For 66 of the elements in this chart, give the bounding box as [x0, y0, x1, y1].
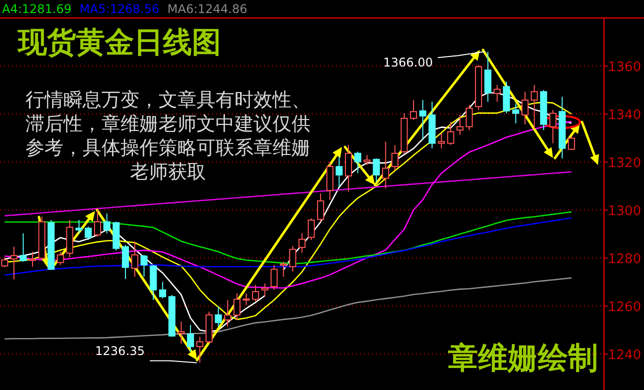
candlestick [178, 321, 185, 344]
candlestick [391, 144, 398, 170]
candlestick [512, 102, 520, 124]
candlestick [364, 154, 371, 166]
candlestick [140, 254, 148, 278]
candlestick [568, 136, 575, 150]
candlestick [447, 121, 454, 146]
candlestick [484, 51, 492, 102]
candlestick [214, 306, 222, 328]
candlestick [186, 324, 194, 352]
candlestick [150, 264, 157, 300]
annotation: 行情瞬息万变，文章具有时效性、滞后性，章维姗老师文中建议仅供参考，具体操作策略可联系章维姗老师获取 [26, 89, 310, 183]
candlestick [344, 144, 352, 192]
candlestick [280, 261, 287, 278]
candlestick [530, 84, 538, 129]
annotation: 1366.00 [383, 56, 433, 70]
y-tick-label: 1300 [608, 204, 642, 219]
candlestick [410, 100, 418, 120]
y-tick-label: 1360 [608, 60, 642, 75]
annotation: 章维姗绘制 [448, 341, 598, 376]
candlestick [242, 292, 250, 306]
candlestick [326, 161, 334, 200]
candlestick [289, 246, 296, 272]
candlestick [196, 336, 204, 364]
candlestick [494, 84, 501, 102]
candlestick [382, 141, 390, 189]
candlestick [521, 91, 529, 125]
candlestick [549, 109, 556, 144]
candlestick [233, 292, 240, 320]
y-tick-label: 1280 [608, 252, 642, 267]
y-tick-label: 1340 [608, 108, 642, 123]
candlestick [84, 226, 92, 240]
line-series [4, 217, 572, 276]
candlestick [103, 212, 110, 234]
candlestick [317, 192, 324, 222]
y-tick-label: 1240 [608, 348, 642, 363]
chart-title: 现货黄金日线图 [17, 25, 221, 59]
candlestick [1, 256, 8, 268]
candlestick [466, 104, 473, 131]
candlestick [29, 251, 36, 268]
candlestick [122, 244, 129, 280]
candlestick [75, 220, 83, 234]
candlestick [354, 151, 362, 174]
text: MA5:1268.56 [80, 2, 160, 16]
candlestick [372, 158, 380, 182]
candlestick [159, 281, 166, 299]
annotation: 1236.35 [95, 344, 145, 358]
candlestick [308, 218, 315, 240]
y-tick-label: 1320 [608, 156, 642, 171]
candlestick [131, 241, 138, 278]
candlestick [20, 232, 27, 262]
candlestick [56, 251, 64, 266]
candlestick [298, 232, 306, 254]
candlestick [94, 210, 102, 238]
candlestick [270, 264, 278, 290]
candlestick [456, 114, 464, 136]
candlestick [419, 100, 426, 140]
candlestick [336, 156, 343, 188]
text: A4:1281.69 [2, 2, 72, 16]
y-tick-label: 1260 [608, 300, 642, 315]
candlestick [252, 284, 260, 302]
candlestick [10, 246, 18, 280]
candlestick [224, 300, 232, 328]
candlestick [261, 282, 268, 298]
candlestick [438, 132, 445, 149]
text: MA6:1244.86 [167, 2, 248, 16]
